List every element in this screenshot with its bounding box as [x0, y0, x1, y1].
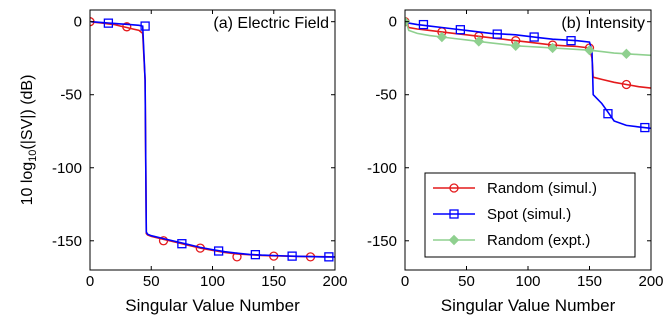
panel-electric-field: 0 50 100 150 200 0 -50 -100 -150 Singular Value N…	[19, 9, 348, 315]
y-tick-label: -50	[375, 87, 397, 104]
legend-marker	[449, 209, 459, 219]
legend-label: Random (expt.)	[487, 232, 590, 249]
data-point-spot-simul	[603, 109, 613, 119]
x-tick-label: 50	[143, 273, 160, 290]
legend-marker	[448, 234, 460, 246]
panel-title: (b) Intensity	[561, 15, 645, 32]
legend-label: Random (simul.)	[487, 180, 597, 197]
x-tick-label: 150	[577, 273, 602, 290]
data-point-spot-simul	[566, 36, 576, 46]
data-point-random-simul	[158, 236, 169, 246]
y-tick-label: 0	[389, 14, 397, 31]
plot-area	[405, 16, 651, 133]
panel-title: (a) Electric Field	[213, 15, 329, 32]
x-tick-label: 150	[261, 273, 286, 290]
data-point-random-expt	[436, 31, 448, 43]
data-point-random-expt	[584, 44, 595, 56]
series-line-spot-simul	[405, 21, 651, 130]
y-tick-label: 0	[74, 14, 82, 31]
series-line-spot-simul	[91, 20, 335, 258]
series-line-random-simul	[91, 20, 335, 258]
series-line-random-simul	[405, 21, 651, 89]
data-point-spot-simul	[418, 19, 429, 30]
series-line-random-expt	[405, 21, 651, 57]
x-tick-label: 0	[401, 273, 409, 290]
legend-box	[424, 172, 636, 258]
plot-area	[90, 17, 335, 262]
legend-label: Spot (simul.)	[487, 206, 571, 223]
data-point-spot-simul	[455, 25, 466, 35]
y-tick-label: -150	[52, 233, 82, 250]
y-tick-label: -100	[52, 160, 82, 177]
data-point-spot-simul	[140, 21, 150, 31]
data-point-spot-simul	[640, 122, 650, 133]
data-point-random-simul	[122, 22, 132, 32]
panel-intensity: 0 50 100 150 200 0 -50 -100 -150 Singular Value N…	[367, 9, 664, 315]
x-tick-label: 0	[86, 273, 94, 290]
axes-box	[89, 9, 336, 271]
x-axis-label: Singular Value Number	[441, 296, 616, 315]
x-tick-label: 200	[322, 273, 347, 290]
y-tick-label: -150	[367, 233, 397, 250]
data-point-spot-simul	[250, 250, 261, 260]
x-tick-label: 50	[458, 273, 475, 290]
x-tick-label: 200	[638, 273, 663, 290]
data-point-random-expt	[510, 40, 521, 51]
data-point-random-expt	[547, 42, 558, 54]
data-point-random-expt	[621, 48, 632, 60]
x-tick-label: 100	[200, 273, 225, 290]
x-tick-label: 100	[515, 273, 540, 290]
y-tick-label: -50	[60, 87, 82, 104]
data-point-spot-simul	[492, 29, 502, 39]
data-point-spot-simul	[324, 252, 334, 262]
x-axis-label: Singular Value Number	[125, 296, 300, 315]
data-point-spot-simul	[103, 18, 114, 28]
data-point-spot-simul	[529, 32, 539, 42]
data-point-spot-simul	[177, 239, 187, 249]
y-axis-label: 10 log10(|SV|) (dB)	[19, 75, 39, 206]
data-point-spot-simul	[287, 251, 297, 261]
data-point-spot-simul	[213, 246, 224, 256]
data-point-random-simul	[621, 79, 632, 90]
y-tick-label: -100	[367, 160, 397, 177]
data-point-random-expt	[473, 36, 485, 47]
legend-marker	[449, 183, 459, 193]
